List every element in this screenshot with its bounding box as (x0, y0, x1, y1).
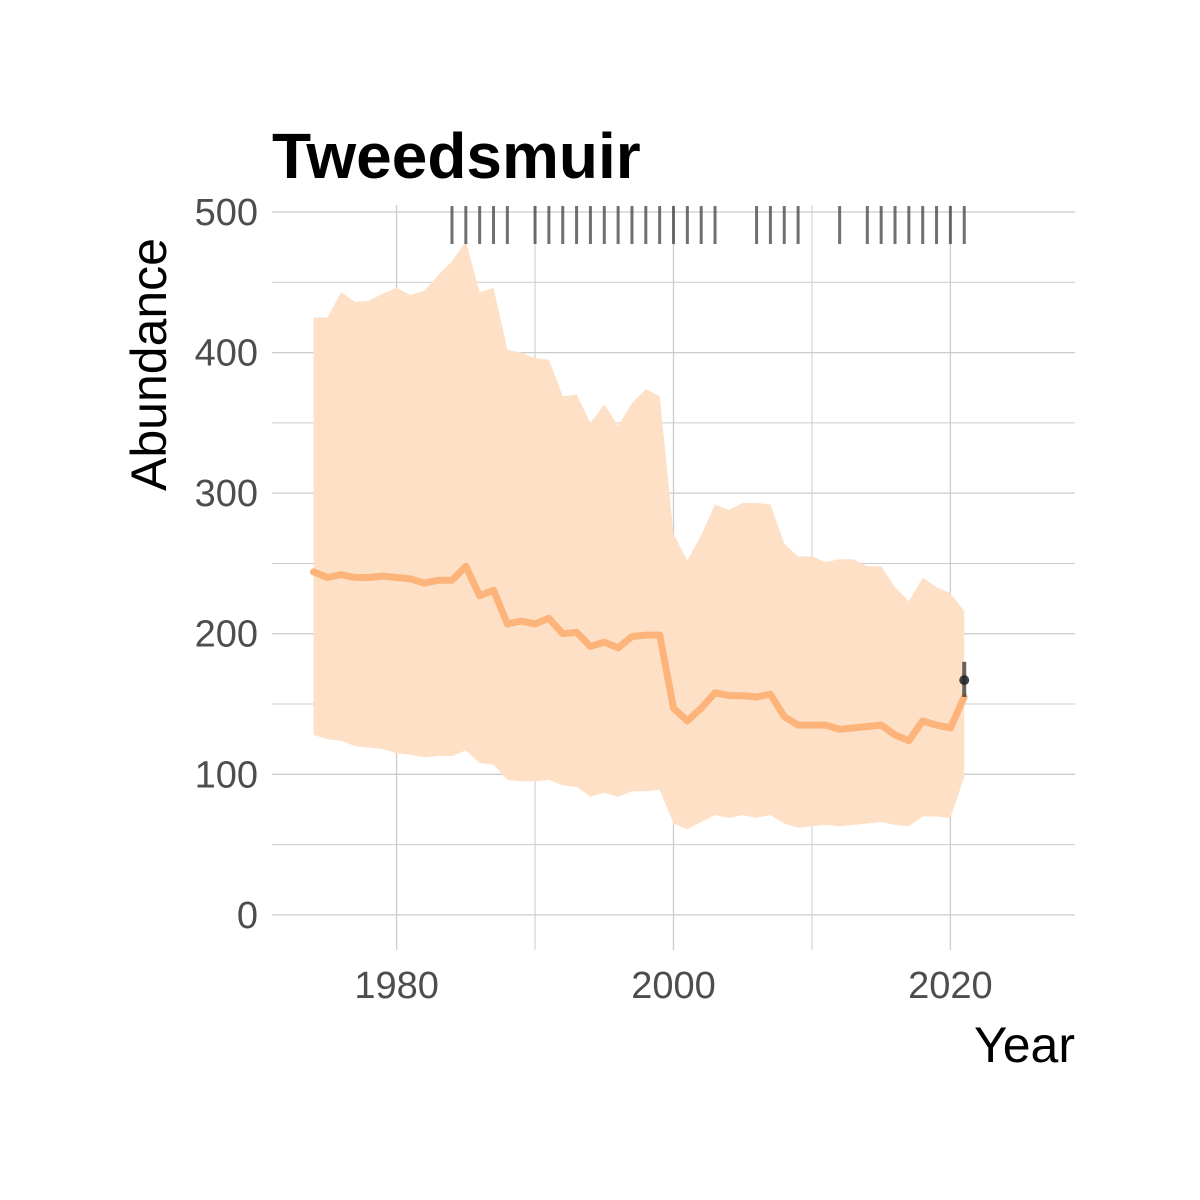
abundance-trend-line (310, 562, 968, 745)
chart-title: Tweedsmuir (272, 120, 641, 192)
confidence-band (313, 241, 965, 830)
x-tick-labels: 1980 2000 2020 (354, 965, 992, 1007)
confidence-band-layer (313, 241, 965, 830)
y-tick-label: 0 (237, 895, 258, 937)
y-axis-title: Abundance (121, 238, 177, 491)
y-tick-label: 200 (195, 614, 258, 656)
x-tick-label: 1980 (354, 965, 439, 1007)
y-tick-label: 500 (195, 192, 258, 234)
observation-point-layer (959, 661, 970, 697)
x-tick-label: 2020 (908, 965, 993, 1007)
y-tick-labels: 0 100 200 300 400 500 (195, 192, 258, 937)
x-axis-title: Year (974, 1017, 1075, 1073)
observation-point (959, 675, 970, 686)
trend-line-layer (310, 562, 968, 745)
y-tick-label: 400 (195, 333, 258, 375)
y-tick-label: 300 (195, 473, 258, 515)
y-tick-label: 100 (195, 754, 258, 796)
x-tick-label: 2000 (631, 965, 716, 1007)
observation-rug (450, 206, 966, 245)
